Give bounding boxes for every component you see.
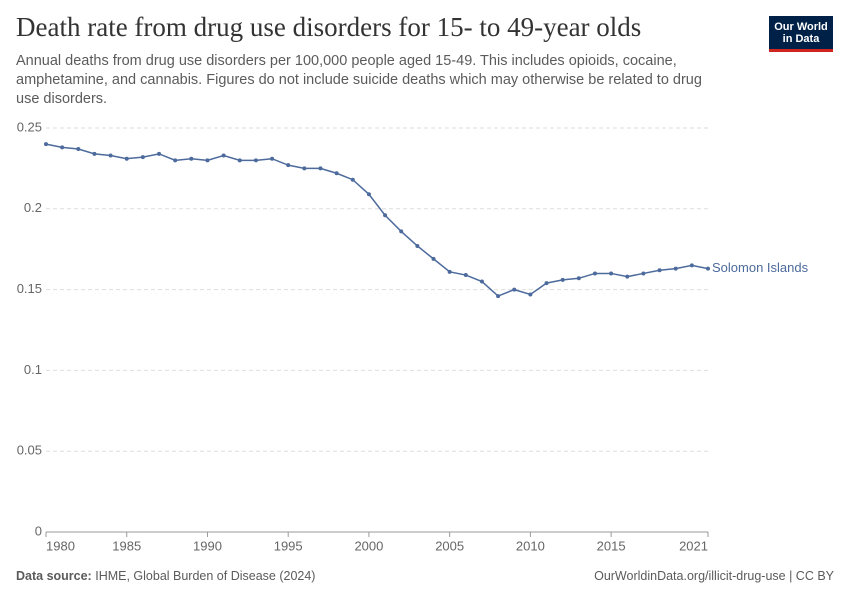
point bbox=[173, 158, 178, 163]
logo[interactable]: Our World in Data bbox=[769, 16, 833, 52]
point bbox=[689, 263, 694, 268]
chart-subtitle: Annual deaths from drug use disorders pe… bbox=[16, 53, 702, 107]
point bbox=[512, 287, 517, 292]
point bbox=[399, 229, 404, 234]
point bbox=[44, 142, 48, 147]
point bbox=[431, 256, 436, 261]
point bbox=[706, 266, 710, 271]
point bbox=[92, 151, 97, 156]
x-tick-label: 2015 bbox=[597, 538, 626, 553]
point bbox=[140, 155, 145, 160]
x-tick-label: 1990 bbox=[193, 538, 222, 553]
point bbox=[641, 271, 646, 276]
y-tick-label: 0.25 bbox=[17, 119, 42, 134]
point bbox=[576, 276, 581, 281]
x-tick-label: 1980 bbox=[46, 538, 75, 553]
point bbox=[673, 266, 678, 271]
point bbox=[270, 156, 275, 161]
y-tick-label: 0.2 bbox=[24, 200, 42, 215]
point bbox=[157, 151, 162, 156]
point bbox=[221, 153, 226, 158]
point bbox=[334, 171, 339, 176]
point bbox=[60, 145, 65, 150]
point bbox=[479, 279, 484, 284]
y-tick-label: 0.15 bbox=[17, 281, 42, 296]
point bbox=[496, 294, 501, 299]
series-line bbox=[45, 143, 709, 297]
source: Data source: IHME, Global Burden of Dise… bbox=[16, 569, 315, 583]
point bbox=[592, 271, 597, 276]
logo-line: in Data bbox=[782, 33, 820, 45]
point bbox=[205, 158, 210, 163]
x-tick-label: 2021 bbox=[679, 538, 708, 553]
source-text: IHME, Global Burden of Disease (2024) bbox=[95, 569, 316, 583]
source-label: Data source: bbox=[16, 569, 92, 583]
point bbox=[237, 158, 242, 163]
y-tick-label: 0.05 bbox=[17, 443, 42, 458]
x-tick-label: 2010 bbox=[516, 538, 545, 553]
point bbox=[318, 166, 323, 171]
license[interactable]: OurWorldinData.org/illicit-drug-use | CC… bbox=[594, 569, 834, 583]
point bbox=[108, 153, 113, 158]
point bbox=[560, 277, 565, 282]
point bbox=[302, 166, 307, 171]
point bbox=[76, 147, 81, 152]
point bbox=[366, 192, 371, 197]
series-label: Solomon Islands bbox=[712, 260, 809, 275]
x-tick-label: 1995 bbox=[274, 538, 303, 553]
point bbox=[625, 274, 630, 279]
chart-title: Death rate from drug use disorders for 1… bbox=[16, 12, 642, 42]
point bbox=[253, 158, 258, 163]
x-tick-label: 2000 bbox=[354, 538, 383, 553]
point bbox=[463, 273, 468, 278]
point bbox=[350, 177, 355, 182]
point bbox=[447, 269, 452, 274]
point bbox=[189, 156, 194, 161]
y-tick-label: 0.1 bbox=[24, 362, 42, 377]
point bbox=[609, 271, 614, 276]
point bbox=[383, 213, 388, 218]
point bbox=[124, 156, 129, 161]
point bbox=[286, 163, 291, 168]
x-tick-label: 1985 bbox=[112, 538, 141, 553]
x-tick-label: 2005 bbox=[435, 538, 464, 553]
y-tick-label: 0 bbox=[35, 523, 42, 538]
logo-line: Our World bbox=[774, 21, 828, 33]
point bbox=[415, 243, 420, 248]
point bbox=[657, 268, 662, 273]
point bbox=[528, 292, 533, 297]
point bbox=[544, 281, 549, 286]
